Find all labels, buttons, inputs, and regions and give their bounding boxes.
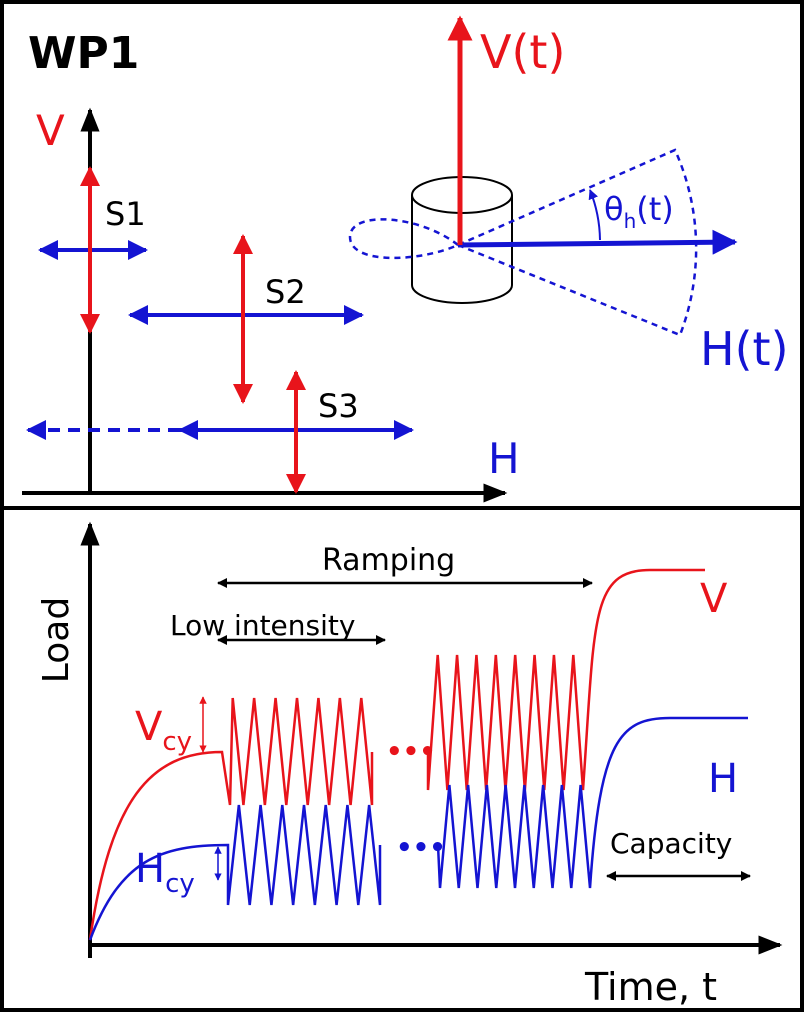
h-load-label: H(t) [700, 322, 789, 376]
v-series-label: V [700, 576, 728, 622]
ellipsis: ••• [396, 833, 446, 863]
angle-label: θh(t) [604, 190, 674, 233]
case-label: S1 [105, 195, 146, 233]
v-curve-2 [426, 568, 705, 791]
load-history [88, 568, 748, 941]
capacity-label: Capacity [610, 827, 732, 860]
v-load-label: V(t) [480, 25, 565, 79]
h-series-label: H [708, 756, 738, 802]
v-axis-label: V [36, 106, 65, 155]
h-cy-label: Hcy [135, 846, 195, 899]
h-curve-1 [88, 804, 382, 941]
load-label: Load [36, 597, 77, 683]
title: WP1 [28, 28, 139, 79]
low-intensity-label: Low intensity [170, 609, 355, 642]
v-curve-1 [88, 697, 374, 941]
ellipsis: ••• [386, 737, 436, 767]
time-label: Time, t [584, 965, 717, 1009]
case-label: S2 [265, 273, 306, 311]
h-curve-2 [436, 716, 748, 889]
angle-arc [588, 189, 601, 241]
h-axis-label: H [488, 434, 520, 483]
load-paths [26, 166, 414, 494]
v-cy-label: Vcy [135, 704, 192, 757]
case-label: S3 [318, 387, 359, 425]
ramping-label: Ramping [322, 543, 455, 578]
h-load-arrow [457, 229, 738, 255]
